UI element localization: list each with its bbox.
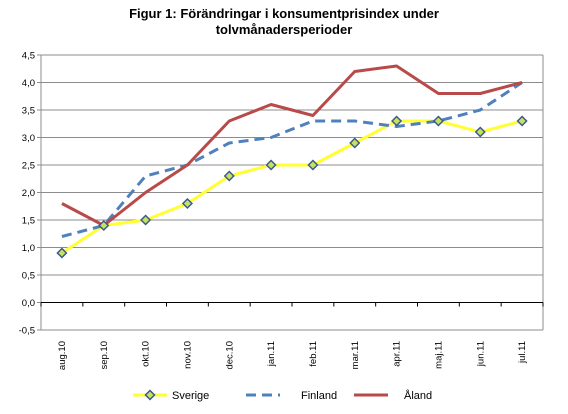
series-lines — [61, 64, 523, 255]
data-point-marker — [181, 197, 193, 210]
data-point-marker — [265, 159, 277, 171]
y-tick-label: 0,5 — [22, 271, 35, 282]
data-point-marker — [349, 137, 361, 149]
data-point-marker — [516, 115, 528, 127]
x-tick-label: jul.11 — [517, 341, 528, 364]
legend-marker — [144, 389, 156, 401]
legend-label-finland: Finland — [301, 390, 337, 402]
chart-title-line-2: tolvmånadersperioder — [215, 22, 353, 37]
data-point-marker — [56, 247, 68, 259]
x-tick-label: okt.10 — [141, 341, 152, 367]
data-point-marker — [432, 115, 444, 127]
series-line-åland — [61, 64, 523, 227]
x-tick-label: nov.10 — [182, 341, 193, 369]
tick-labels: -0,5 0,0 0,5 1,0 1,5 2,0 2,5 3,0 3,5 4,0 4,5 aug.10… — [19, 51, 528, 371]
axes — [37, 54, 544, 331]
y-tick-label: 3,5 — [22, 106, 35, 117]
x-tick-label: jun.11 — [475, 341, 486, 367]
x-tick-label: sep.10 — [99, 341, 110, 370]
data-point-marker — [223, 170, 235, 182]
y-tick-label: 4,0 — [22, 78, 35, 89]
y-tick-label: 4,5 — [22, 51, 35, 62]
y-tick-label: 1,0 — [22, 243, 35, 254]
y-tick-label: 3,0 — [22, 133, 35, 144]
data-point-marker — [140, 214, 152, 226]
legend: Sverige Finland Åland — [133, 389, 432, 402]
series-markers — [56, 115, 528, 259]
y-tick-label: 2,5 — [22, 161, 35, 172]
legend-label-sverige: Sverige — [172, 390, 209, 402]
x-tick-label: mar.11 — [350, 341, 361, 369]
x-tick-label: dec.10 — [224, 341, 235, 370]
data-point-marker — [474, 126, 486, 138]
series-line-sverige — [61, 119, 523, 255]
chart-title-line-1: Figur 1: Förändringar i konsumentprisind… — [129, 6, 439, 21]
grid-lines — [41, 54, 543, 331]
legend-label-åland: Åland — [404, 389, 432, 402]
data-point-marker — [307, 159, 319, 171]
x-tick-label: apr.11 — [392, 341, 403, 367]
y-tick-label: -0,5 — [19, 326, 35, 337]
data-point-marker — [98, 219, 110, 232]
series-line-finland — [61, 81, 523, 238]
x-tick-label: aug.10 — [57, 341, 68, 370]
data-point-marker — [391, 115, 403, 127]
chart-title: Figur 1: Förändringar i konsumentprisind… — [0, 6, 568, 38]
x-tick-label: feb.11 — [308, 341, 319, 367]
y-tick-label: 2,0 — [22, 188, 35, 199]
x-tick-label: maj.11 — [433, 341, 444, 369]
y-tick-label: 0,0 — [22, 298, 35, 309]
x-tick-label: jan.11 — [266, 341, 277, 367]
y-tick-label: 1,5 — [22, 216, 35, 227]
